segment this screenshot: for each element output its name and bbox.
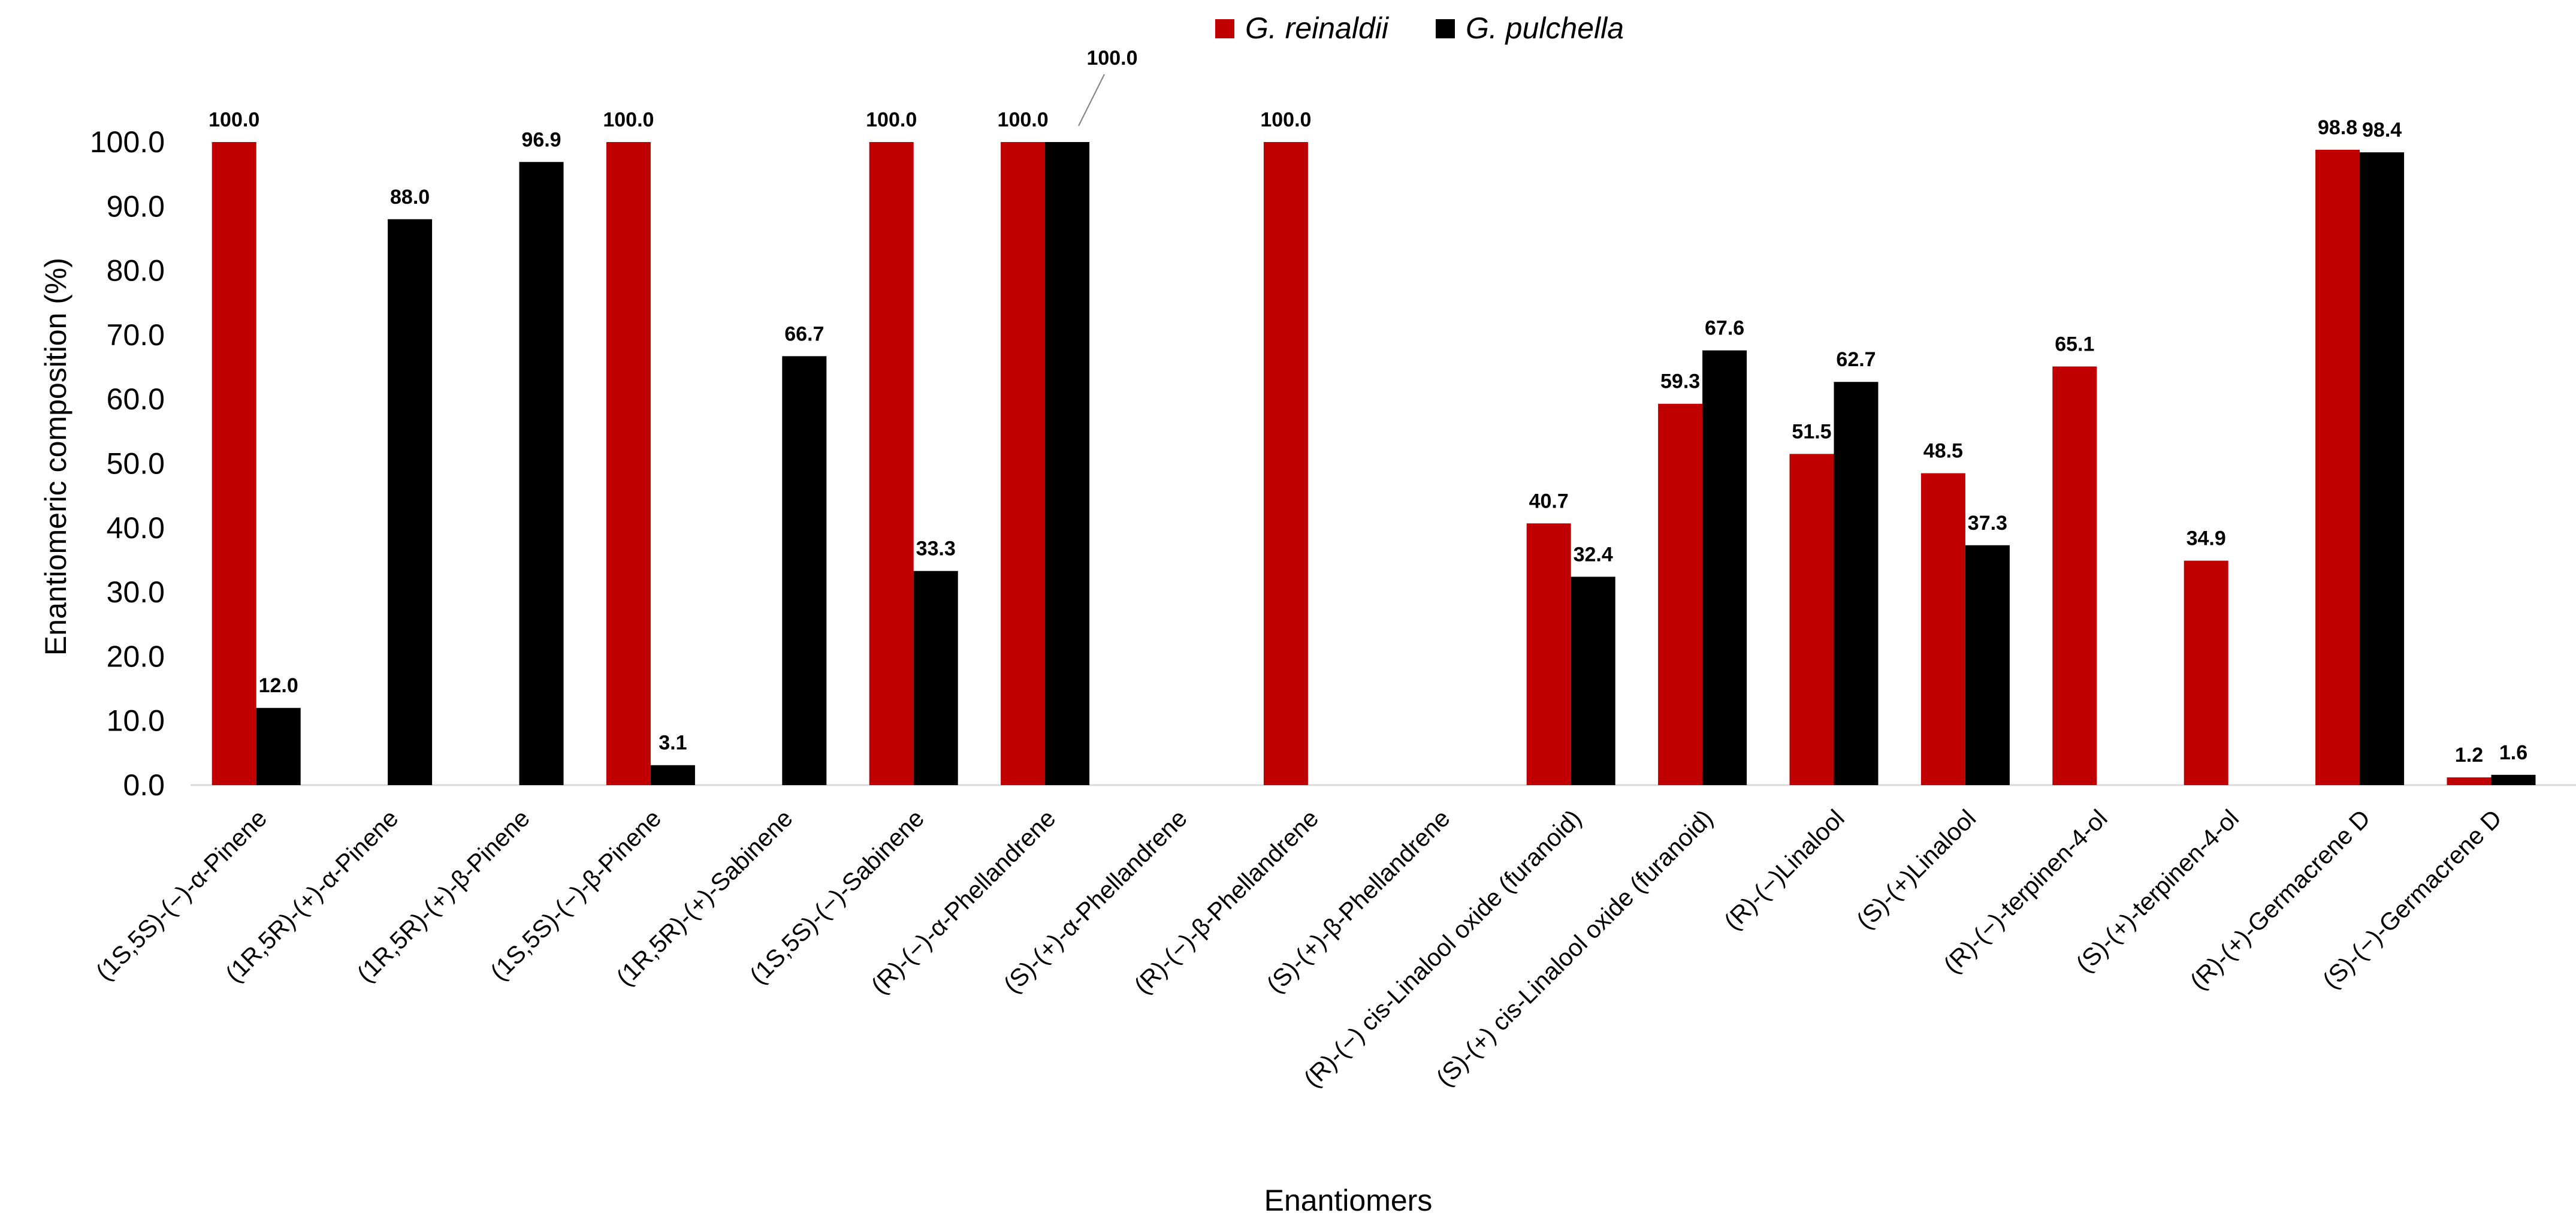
- data-label: 59.3: [1660, 370, 1700, 393]
- data-label: 40.7: [1529, 490, 1569, 512]
- y-tick-label: 40.0: [107, 511, 165, 545]
- bar-pulchella: [1834, 382, 1879, 785]
- data-label: 1.2: [2455, 744, 2483, 767]
- data-label: 12.0: [259, 674, 298, 697]
- bar-pulchella: [1702, 350, 1747, 785]
- data-label: 62.7: [1836, 348, 1876, 371]
- bar-reinaldii: [1920, 473, 1965, 785]
- data-label: 100.0: [866, 108, 917, 131]
- x-tick-label: (R)-(−)Linalool: [1719, 804, 1850, 936]
- data-label: 98.4: [2362, 119, 2402, 141]
- legend-label-reinaldii: G. reinaldii: [1245, 11, 1390, 45]
- bar-reinaldii: [1789, 454, 1834, 785]
- bar-reinaldii: [1658, 403, 1703, 785]
- data-label: 65.1: [2055, 333, 2094, 355]
- bar-pulchella: [2360, 152, 2405, 786]
- y-tick-label: 0.0: [123, 768, 165, 802]
- data-label: 33.3: [916, 538, 956, 560]
- bar-pulchella: [913, 571, 958, 785]
- data-label: 3.1: [659, 732, 687, 755]
- x-tick-label: (S)-(+)Linalool: [1851, 804, 1981, 934]
- y-tick-label: 20.0: [107, 639, 165, 673]
- data-label: 48.5: [1923, 440, 1963, 463]
- bar-reinaldii: [606, 142, 651, 785]
- legend: G. reinaldii G. pulchella: [1215, 11, 1624, 45]
- bar-reinaldii: [2315, 149, 2360, 786]
- x-axis-title: Enantiomers: [1264, 1184, 1433, 1217]
- bars: [212, 142, 2536, 786]
- data-label: 1.6: [2499, 741, 2527, 764]
- bar-pulchella: [519, 162, 564, 786]
- data-label: 67.6: [1705, 317, 1744, 340]
- bar-pulchella: [388, 219, 433, 785]
- data-label: 51.5: [1792, 420, 1831, 443]
- bar-pulchella: [1965, 545, 2010, 785]
- legend-label-pulchella: G. pulchella: [1466, 11, 1624, 45]
- bar-reinaldii: [1263, 142, 1308, 785]
- bar-reinaldii: [2184, 560, 2228, 785]
- data-label: 100.0: [1260, 108, 1311, 131]
- y-tick-label: 80.0: [107, 254, 165, 288]
- bar-pulchella: [1571, 577, 1615, 785]
- y-tick-label: 100.0: [90, 125, 165, 159]
- y-tick-label: 70.0: [107, 318, 165, 352]
- legend-swatch-reinaldii: [1215, 19, 1234, 38]
- bar-reinaldii: [2052, 366, 2097, 785]
- legend-swatch-pulchella: [1436, 19, 1455, 38]
- bar-reinaldii: [869, 142, 914, 785]
- data-label: 37.3: [1968, 512, 2007, 535]
- bar-pulchella: [1045, 142, 1090, 785]
- y-tick-label: 10.0: [107, 704, 165, 738]
- bar-reinaldii: [212, 142, 256, 785]
- bar-reinaldii: [1526, 523, 1571, 785]
- bar-pulchella: [256, 708, 301, 785]
- data-label: 98.8: [2318, 116, 2357, 139]
- y-axis-title: Enantiomeric composition (%): [39, 258, 73, 656]
- label-leader-line: [1078, 74, 1105, 126]
- bar-reinaldii: [2447, 777, 2492, 785]
- data-label: 88.0: [390, 186, 430, 209]
- bar-pulchella: [2491, 774, 2536, 785]
- bar-reinaldii: [1001, 142, 1046, 785]
- bar-pulchella: [782, 356, 827, 785]
- data-label: 100.0: [603, 108, 654, 131]
- data-label: 100.0: [998, 108, 1049, 131]
- bar-pulchella: [650, 765, 695, 785]
- y-tick-label: 30.0: [107, 575, 165, 609]
- x-tick-label: (S)-(+) cis-Linalool oxide (furanoid): [1431, 804, 1719, 1092]
- y-tick-label: 50.0: [107, 447, 165, 481]
- data-label: 100.0: [209, 108, 259, 131]
- x-tick-label: (R)-(−) cis-Linalool oxide (furanoid): [1298, 804, 1587, 1093]
- data-label: 32.4: [1574, 543, 1613, 566]
- data-labels: 100.0 12.0 88.0 96.9 100.0 3.1 66.7 100.0 33.3 10…: [209, 47, 2527, 767]
- y-tick-label: 60.0: [107, 382, 165, 416]
- data-label: 34.9: [2187, 527, 2226, 550]
- y-tick-label: 90.0: [107, 189, 165, 223]
- data-label: 96.9: [521, 128, 561, 151]
- y-axis: 0.0 10.0 20.0 30.0 40.0 50.0 60.0 70.0 80.0 90.0 1…: [90, 125, 2576, 802]
- data-label: 100.0: [1086, 47, 1137, 70]
- x-axis: (1S,5S)-(−)-α-Pinene(1R,5R)-(+)-α-Pinene…: [90, 804, 2507, 1093]
- data-label: 66.7: [784, 322, 824, 345]
